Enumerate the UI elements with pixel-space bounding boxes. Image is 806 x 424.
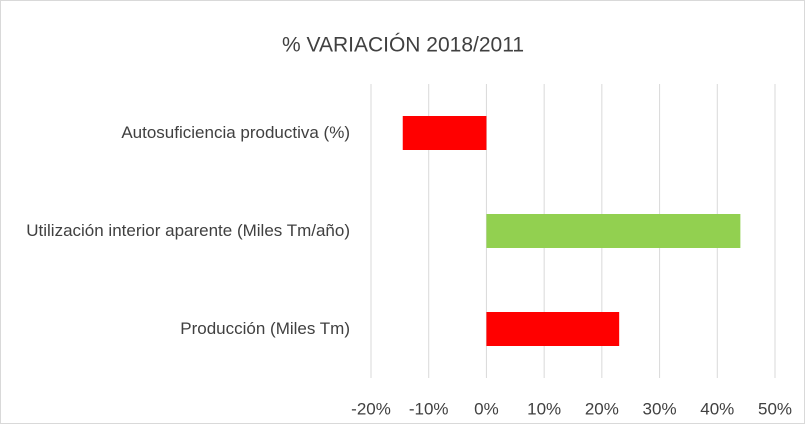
x-tick-label: 0%	[474, 399, 499, 418]
x-tick-label: 10%	[527, 399, 561, 418]
x-tick-label: -20%	[351, 399, 391, 418]
y-tick-label: Autosuficiencia productiva (%)	[121, 123, 350, 142]
bar	[486, 312, 620, 346]
x-tick-label: -10%	[409, 399, 449, 418]
bar	[402, 116, 487, 150]
x-tick-label: 40%	[700, 399, 734, 418]
chart-title: % VARIACIÓN 2018/2011	[282, 34, 524, 57]
x-tick-label: 50%	[758, 399, 792, 418]
bar	[486, 214, 741, 248]
y-tick-label: Utilización interior aparente (Miles Tm/…	[26, 221, 350, 240]
y-tick-label: Producción (Miles Tm)	[180, 319, 350, 338]
x-tick-label: 20%	[585, 399, 619, 418]
x-tick-label: 30%	[643, 399, 677, 418]
